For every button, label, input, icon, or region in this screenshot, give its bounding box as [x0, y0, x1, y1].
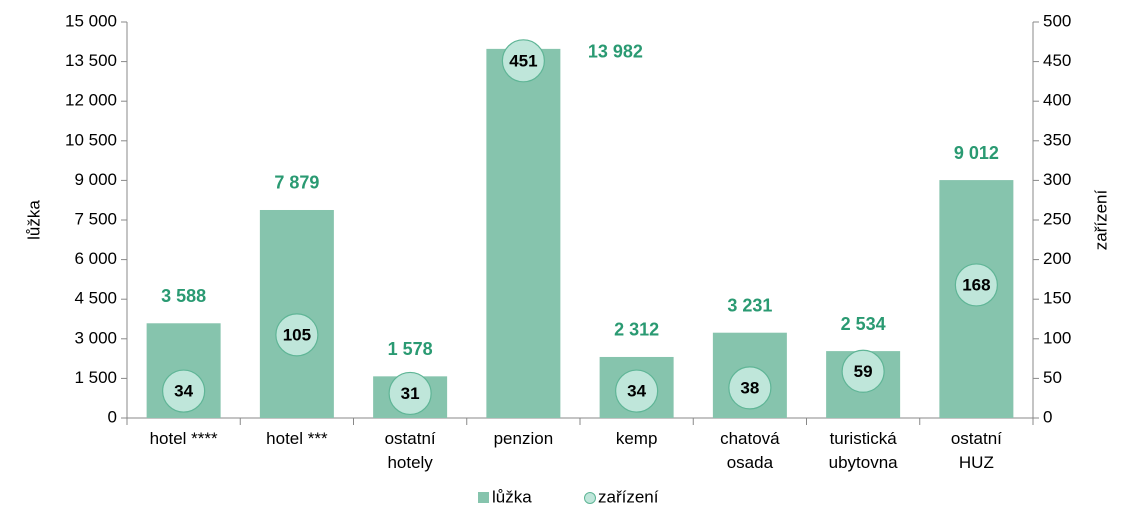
legend-label: zařízení — [598, 487, 659, 506]
legend-swatch — [478, 492, 489, 503]
y-tick-label: 12 000 — [65, 91, 117, 110]
x-tick-label: ostatní hotely — [385, 429, 436, 472]
marker-label: 34 — [174, 382, 193, 401]
y2-tick-label: 400 — [1043, 91, 1071, 110]
y-tick-label: 1 500 — [74, 368, 117, 387]
y2-tick-label: 500 — [1043, 11, 1071, 30]
marker — [615, 369, 659, 413]
value-label: 3 588 — [161, 286, 206, 306]
y-tick-label: 9 000 — [74, 170, 117, 189]
value-label: 2 534 — [841, 314, 886, 334]
marker-label: 31 — [401, 384, 420, 403]
y2-axis-label: zařízení — [1091, 189, 1110, 250]
value-label-bg — [936, 141, 1017, 168]
y-tick-label: 13 500 — [65, 51, 117, 70]
x-tick-label: kemp — [616, 429, 658, 448]
marker — [501, 39, 545, 83]
y2-tick-label: 250 — [1043, 209, 1071, 228]
marker — [954, 263, 998, 307]
value-label-bg — [370, 337, 451, 364]
y-axis-label: lůžka — [24, 200, 43, 240]
value-label-bg — [709, 293, 790, 320]
marker — [841, 349, 885, 393]
legend-swatch — [584, 492, 596, 504]
y-tick-label: 3 000 — [74, 328, 117, 347]
y-tick-label: 7 500 — [74, 209, 117, 228]
value-label: 13 982 — [588, 42, 643, 62]
x-tick-label: chatová osada — [720, 429, 780, 472]
x-tick-label: hotel *** — [266, 429, 328, 448]
y-tick-label: 6 000 — [74, 249, 117, 268]
marker — [388, 371, 432, 416]
marker-label: 105 — [283, 325, 311, 344]
x-tick-label: ostatní HUZ — [951, 429, 1002, 472]
marker-label: 168 — [962, 275, 990, 294]
value-label-bg — [575, 39, 656, 66]
value-label: 9 012 — [954, 143, 999, 163]
marker — [728, 366, 772, 410]
bar — [486, 48, 561, 419]
y-tick-label: 10 500 — [65, 130, 117, 149]
marker — [162, 369, 206, 413]
marker-label: 59 — [854, 362, 873, 381]
y2-tick-label: 450 — [1043, 51, 1071, 70]
legend-label: lůžka — [492, 487, 532, 506]
marker-label: 451 — [509, 51, 537, 70]
x-tick-label: turistická ubytovna — [829, 429, 899, 472]
value-label: 1 578 — [388, 339, 433, 359]
y2-tick-label: 150 — [1043, 289, 1071, 308]
marker-label: 38 — [740, 378, 759, 397]
x-tick-label: penzion — [494, 429, 554, 448]
y-tick-label: 15 000 — [65, 11, 117, 30]
y2-tick-label: 350 — [1043, 130, 1071, 149]
value-label: 2 312 — [614, 320, 659, 340]
y2-tick-label: 300 — [1043, 170, 1071, 189]
y2-tick-label: 200 — [1043, 249, 1071, 268]
value-label-bg — [143, 284, 224, 311]
value-label: 3 231 — [727, 295, 772, 315]
x-tick-label: hotel **** — [150, 429, 218, 448]
value-label-bg — [823, 312, 904, 339]
y2-tick-label: 50 — [1043, 368, 1062, 387]
y-tick-label: 4 500 — [74, 289, 117, 308]
marker — [275, 313, 319, 357]
y2-tick-label: 100 — [1043, 328, 1071, 347]
y-tick-label: 0 — [108, 407, 117, 426]
value-label-bg — [596, 317, 677, 344]
value-label-bg — [256, 170, 337, 197]
y2-tick-label: 0 — [1043, 407, 1052, 426]
value-label: 7 879 — [274, 173, 319, 193]
marker-label: 34 — [627, 382, 646, 401]
